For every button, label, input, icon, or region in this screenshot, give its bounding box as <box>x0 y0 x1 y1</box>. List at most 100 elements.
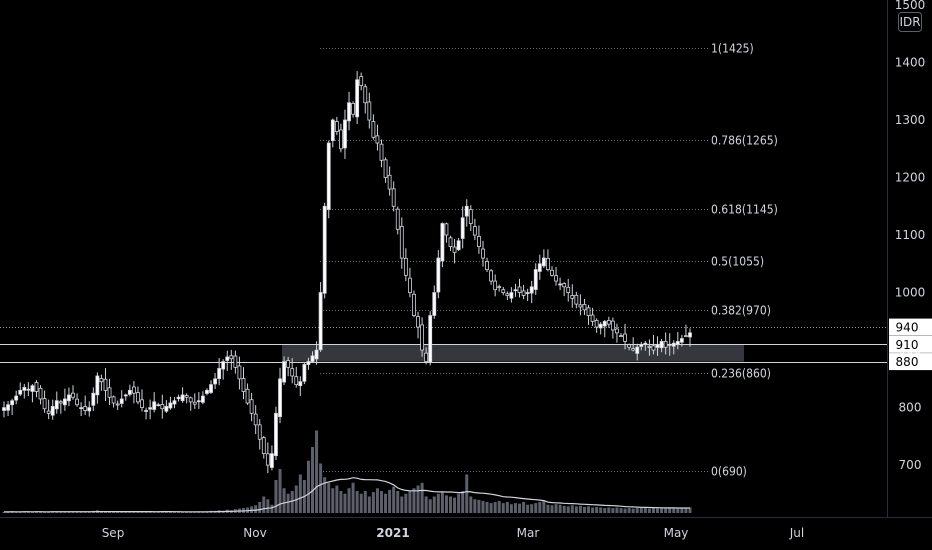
candle <box>148 399 153 420</box>
candle-body <box>562 283 567 288</box>
candle <box>675 332 680 350</box>
candle-body <box>314 349 319 360</box>
candle <box>278 367 282 424</box>
volume-bar <box>43 511 47 513</box>
candle <box>34 380 39 398</box>
volume-bar <box>485 502 489 513</box>
candle-body <box>627 344 632 348</box>
candle <box>379 139 384 168</box>
candle-body <box>477 236 481 247</box>
fibonacci-labels: 1(1425) 0.786(1265) 0.618(1145) 0.5(1055) 0.… <box>711 42 778 479</box>
candle <box>233 350 238 374</box>
volume-bar <box>550 505 554 513</box>
volume-bar <box>367 496 371 513</box>
candle-body <box>460 217 465 239</box>
candle-body <box>184 395 189 398</box>
volume-bar <box>323 477 327 513</box>
volume-bar <box>270 504 274 513</box>
volume-bar <box>120 511 124 513</box>
volume-bar <box>505 502 509 513</box>
candle <box>456 237 461 251</box>
candle <box>318 282 323 352</box>
volume-bar <box>416 485 420 513</box>
candle <box>460 206 465 249</box>
candle <box>302 362 307 385</box>
volume-bar <box>335 485 339 513</box>
volume-bar <box>477 499 481 513</box>
candle-body <box>136 392 140 403</box>
candle-body <box>497 286 502 289</box>
candle-body <box>14 395 19 401</box>
volume-bar <box>623 508 627 513</box>
candle-body <box>107 387 112 398</box>
candle <box>428 311 433 366</box>
candle-body <box>501 289 506 293</box>
candle-body <box>180 394 185 402</box>
candle-body <box>205 389 209 394</box>
volume-bar <box>359 493 363 513</box>
volume-bar <box>582 506 586 513</box>
candle <box>525 288 530 302</box>
candle-body <box>375 135 380 144</box>
candle <box>172 397 177 409</box>
candle-body <box>359 76 364 86</box>
candle-body <box>225 356 230 361</box>
candle <box>71 385 75 400</box>
candle-body <box>160 404 165 410</box>
candle <box>314 341 319 365</box>
price-tag-value: 940 <box>896 321 919 335</box>
candle <box>87 401 92 417</box>
time-axis[interactable]: Sep Nov 2021 Mar May Jul <box>102 526 805 540</box>
candle-body <box>326 142 331 210</box>
candle-body <box>257 424 262 440</box>
volume-bar <box>688 507 692 513</box>
volume-bar <box>534 503 538 513</box>
candle-body <box>54 400 59 410</box>
volume-bar <box>172 511 176 513</box>
candle <box>241 367 246 400</box>
candle <box>131 381 136 404</box>
currency-badge[interactable]: IDR <box>898 12 922 32</box>
candle <box>217 357 222 386</box>
volume-bar <box>116 511 120 513</box>
candle <box>521 284 526 300</box>
candle <box>684 324 688 338</box>
volume-bar <box>39 511 43 513</box>
candle-body <box>505 293 510 296</box>
candle-body <box>659 341 664 349</box>
candle-body <box>464 205 469 217</box>
candle-body <box>436 257 441 293</box>
candle <box>367 92 372 129</box>
currency-badge-frame <box>898 12 922 32</box>
candle <box>558 277 563 291</box>
candle-body <box>485 261 489 270</box>
volume-bar <box>136 511 140 513</box>
candle-body <box>602 320 607 327</box>
candle <box>615 323 619 343</box>
candle-body <box>245 388 250 404</box>
candle <box>79 402 84 417</box>
candle <box>184 393 189 404</box>
candle <box>334 116 339 136</box>
candle-body <box>558 283 563 286</box>
price-tick: 1400 <box>895 56 926 70</box>
volume-bar <box>554 504 558 513</box>
candle-body <box>546 257 550 270</box>
candle-body <box>111 396 116 404</box>
volume-bar <box>371 492 375 513</box>
volume-bar <box>148 511 152 513</box>
candle <box>477 225 481 254</box>
candle-body <box>22 387 27 391</box>
candle <box>245 383 250 405</box>
candle-body <box>367 101 372 121</box>
candle <box>432 285 437 319</box>
fib-label-2: 0.618(1145) <box>711 203 778 217</box>
candle-body <box>298 381 303 387</box>
candle-body <box>655 343 660 348</box>
candle-body <box>87 407 92 412</box>
candle <box>647 339 652 356</box>
candle-body <box>334 121 339 132</box>
volume-bar <box>473 499 477 513</box>
candle <box>412 290 416 318</box>
